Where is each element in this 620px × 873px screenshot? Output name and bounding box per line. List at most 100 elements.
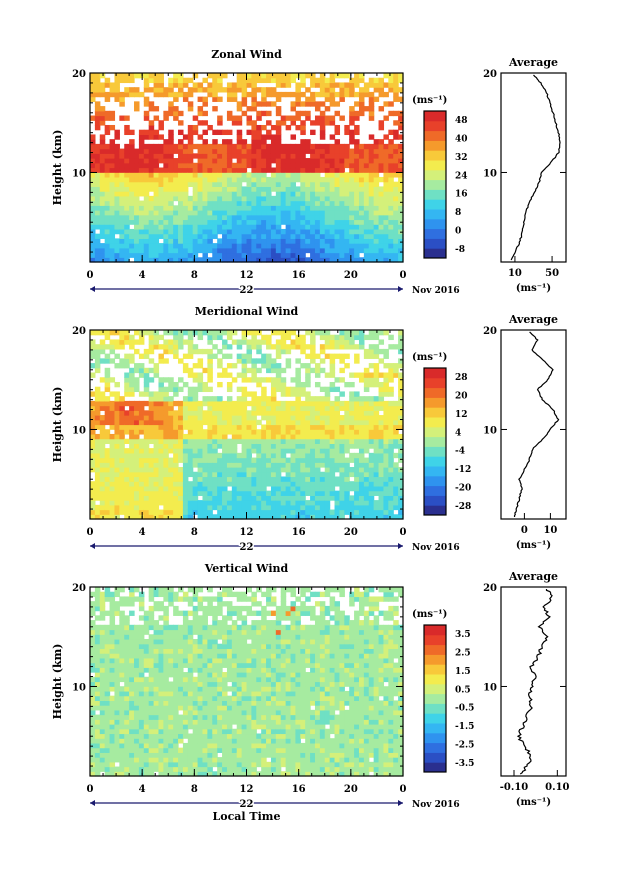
heatmap-cell xyxy=(270,224,277,230)
heatmap-cell xyxy=(197,438,204,444)
heatmap-cell xyxy=(280,514,287,520)
heatmap-cell xyxy=(251,181,257,187)
heatmap-cell xyxy=(178,448,184,454)
heatmap-cell xyxy=(182,219,189,225)
heatmap-cell xyxy=(368,96,375,102)
heatmap-cell xyxy=(153,504,160,511)
heatmap-cell xyxy=(305,143,311,150)
heatmap-cell xyxy=(266,219,272,225)
heatmap-cell xyxy=(295,405,301,411)
heatmap-cell xyxy=(134,377,140,383)
heatmap-cell xyxy=(280,200,287,206)
heatmap-cell xyxy=(251,377,257,383)
heatmap-cell xyxy=(99,610,106,616)
heatmap-cell xyxy=(173,252,179,258)
heatmap-cell xyxy=(231,143,238,150)
heatmap-cell xyxy=(134,624,140,631)
heatmap-cell xyxy=(134,257,140,263)
heatmap-cell xyxy=(349,344,355,350)
heatmap-cell xyxy=(398,96,404,102)
heatmap-cell xyxy=(226,443,233,449)
heatmap-cell xyxy=(344,330,350,336)
heatmap-cell xyxy=(104,224,111,230)
heatmap-cell xyxy=(94,348,101,355)
heatmap-cell xyxy=(187,344,194,350)
heatmap-cell xyxy=(300,82,306,88)
heatmap-cell xyxy=(388,129,394,136)
heatmap-cell xyxy=(182,467,189,473)
heatmap-cell xyxy=(138,176,145,183)
heatmap-cell xyxy=(226,257,233,263)
heatmap-cell xyxy=(99,709,106,716)
heatmap-cell xyxy=(280,247,287,254)
heatmap-cell xyxy=(192,200,199,206)
heatmap-cell xyxy=(178,339,184,345)
heatmap-cell xyxy=(134,186,140,192)
heatmap-cell xyxy=(124,452,130,459)
heatmap-cell xyxy=(324,247,331,254)
heatmap-cell xyxy=(119,405,125,411)
heatmap-cell xyxy=(226,181,233,187)
heatmap-cell xyxy=(148,495,155,501)
heatmap-cell xyxy=(153,766,160,772)
heatmap-cell xyxy=(99,452,106,459)
heatmap-cell xyxy=(153,643,160,650)
heatmap-cell xyxy=(324,200,331,206)
heatmap-cell xyxy=(104,214,111,221)
heatmap-cell xyxy=(119,667,125,673)
heatmap-cell xyxy=(94,158,101,164)
heatmap-cell xyxy=(114,757,120,763)
heatmap-cell xyxy=(261,158,267,164)
heatmap-cell xyxy=(129,705,135,711)
heatmap-cell xyxy=(383,158,389,164)
heatmap-cell xyxy=(90,653,96,659)
heatmap-cell xyxy=(148,514,155,520)
heatmap-cell xyxy=(187,443,194,449)
heatmap-cell xyxy=(158,148,164,154)
heatmap-cell xyxy=(124,504,130,511)
heatmap-cell xyxy=(251,191,257,197)
heatmap-cell xyxy=(393,110,399,117)
heatmap-cell xyxy=(393,419,399,426)
heatmap-cell xyxy=(207,257,213,263)
heatmap-cell xyxy=(275,247,282,254)
heatmap-cell xyxy=(368,143,375,150)
heatmap-cell xyxy=(173,181,179,187)
heatmap-cell xyxy=(182,205,189,211)
heatmap-cell xyxy=(134,757,140,763)
heatmap-cell xyxy=(261,233,267,239)
heatmap-cell xyxy=(388,457,394,463)
heatmap-cell xyxy=(280,429,287,435)
heatmap-cell xyxy=(314,500,321,506)
heatmap-cell xyxy=(187,176,194,183)
heatmap-cell xyxy=(246,106,252,112)
heatmap-cell xyxy=(329,358,336,364)
heatmap-cell xyxy=(163,330,169,336)
heatmap-cell xyxy=(99,761,106,768)
heatmap-cell xyxy=(270,424,277,430)
heatmap-cell xyxy=(305,200,311,206)
heatmap-cell xyxy=(354,344,360,350)
heatmap-cell xyxy=(173,424,179,430)
heatmap-cell xyxy=(207,219,213,225)
heatmap-cell xyxy=(256,339,262,345)
heatmap-cell xyxy=(192,195,199,202)
heatmap-cell xyxy=(241,87,248,93)
heatmap-cell xyxy=(138,690,145,697)
heatmap-cell xyxy=(295,87,301,93)
heatmap-cell xyxy=(388,443,394,449)
heatmap-cell xyxy=(251,467,257,473)
heatmap-cell xyxy=(295,514,301,520)
heatmap-cell xyxy=(295,334,301,341)
heatmap-cell xyxy=(153,747,160,753)
heatmap-cell xyxy=(202,186,208,192)
heatmap-cell xyxy=(280,344,287,350)
x-tick-label: 0 xyxy=(87,527,94,538)
heatmap-cell xyxy=(310,467,316,473)
heatmap-cell xyxy=(99,233,106,239)
heatmap-cell xyxy=(99,601,106,607)
heatmap-cell xyxy=(388,485,394,492)
heatmap-cell xyxy=(295,124,301,131)
heatmap-cell xyxy=(231,214,238,221)
heatmap-cell xyxy=(266,467,272,473)
